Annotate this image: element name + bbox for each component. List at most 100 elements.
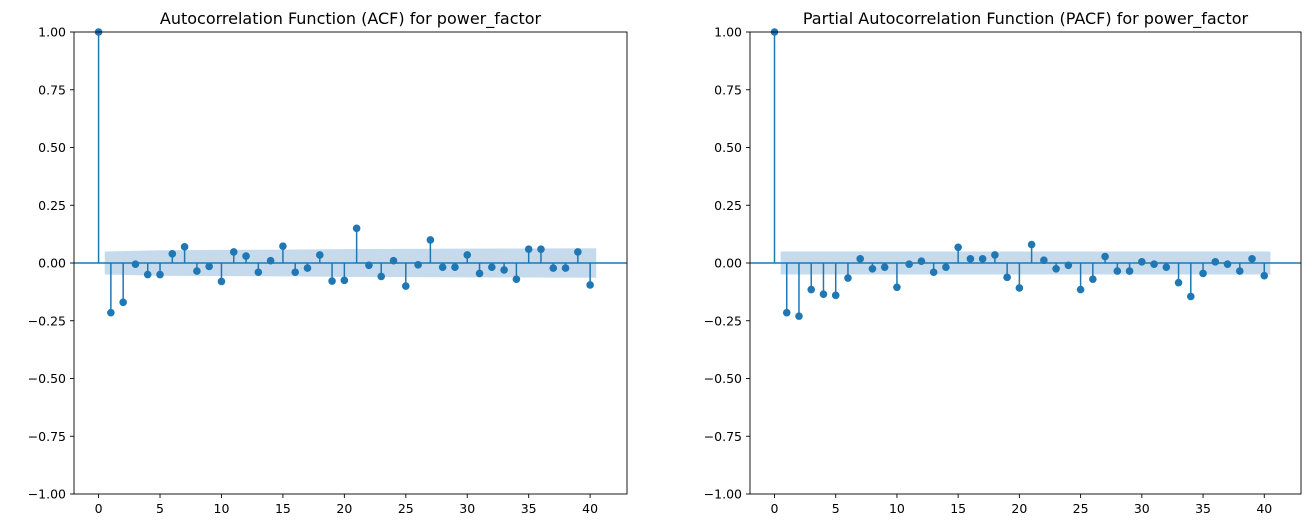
acf-xtick-label: 40 bbox=[582, 501, 598, 516]
pacf-point-lag-9 bbox=[880, 263, 889, 271]
acf-point-lag-9 bbox=[205, 262, 213, 271]
acf-point-lag-20 bbox=[340, 276, 349, 285]
pacf-point-lag-31 bbox=[1150, 260, 1158, 268]
acf-point-lag-10 bbox=[217, 277, 226, 286]
acf-point-lag-39 bbox=[574, 248, 582, 256]
acf-point-lag-11 bbox=[229, 248, 238, 256]
pacf-point-lag-39 bbox=[1248, 255, 1256, 263]
pacf-point-lag-18 bbox=[991, 251, 999, 259]
acf-xtick-label: 35 bbox=[521, 501, 537, 516]
acf-point-lag-12 bbox=[242, 252, 250, 260]
acf-ytick-label: −0.50 bbox=[28, 371, 66, 386]
acf-xtick-label: 25 bbox=[398, 501, 414, 516]
pacf-ytick-label: −0.75 bbox=[704, 429, 742, 444]
pacf-point-lag-24 bbox=[1064, 261, 1073, 270]
acf-point-lag-8 bbox=[193, 267, 201, 275]
pacf-ytick-label: 0.00 bbox=[714, 256, 742, 271]
pacf-point-lag-19 bbox=[1003, 273, 1011, 282]
acf-point-lag-14 bbox=[266, 256, 275, 265]
acf-point-lag-13 bbox=[254, 268, 263, 277]
pacf-point-lag-6 bbox=[844, 274, 852, 282]
pacf-point-lag-33 bbox=[1174, 278, 1183, 287]
pacf-point-lag-5 bbox=[831, 291, 840, 300]
acf-title: Autocorrelation Function (ACF) for power… bbox=[160, 9, 542, 29]
acf-xtick-label: 5 bbox=[156, 501, 164, 516]
pacf-point-lag-29 bbox=[1125, 267, 1134, 275]
pacf-point-lag-1 bbox=[782, 308, 791, 317]
pacf-ytick-label: 0.75 bbox=[714, 82, 742, 97]
acf-point-lag-29 bbox=[451, 263, 459, 271]
acf-point-lag-31 bbox=[475, 269, 484, 278]
pacf-panel: Partial Autocorrelation Function (PACF) … bbox=[704, 9, 1302, 516]
pacf-point-lag-2 bbox=[795, 312, 803, 320]
pacf-ytick-label: 0.50 bbox=[714, 140, 742, 155]
pacf-ytick-label: 1.00 bbox=[714, 25, 742, 40]
pacf-point-lag-8 bbox=[868, 264, 877, 273]
acf-point-lag-33 bbox=[500, 266, 508, 274]
acf-point-lag-25 bbox=[402, 282, 410, 290]
pacf-point-lag-17 bbox=[978, 255, 987, 263]
acf-point-lag-21 bbox=[352, 224, 361, 233]
acf-point-lag-4 bbox=[143, 270, 152, 279]
pacf-ytick-label: −0.50 bbox=[704, 371, 742, 386]
pacf-point-lag-3 bbox=[807, 285, 816, 294]
acf-point-lag-2 bbox=[119, 298, 127, 307]
pacf-point-lag-14 bbox=[942, 263, 950, 271]
pacf-ytick-label: −1.00 bbox=[704, 487, 742, 502]
pacf-point-lag-7 bbox=[856, 255, 864, 263]
acf-point-lag-22 bbox=[365, 261, 373, 270]
acf-point-lag-30 bbox=[463, 251, 472, 259]
pacf-xtick-label: 10 bbox=[889, 501, 905, 516]
acf-xtick-label: 10 bbox=[214, 501, 230, 516]
pacf-xtick-label: 30 bbox=[1134, 501, 1150, 516]
pacf-xtick-label: 0 bbox=[771, 501, 779, 516]
acf-xtick-label: 20 bbox=[336, 501, 352, 516]
pacf-point-lag-40 bbox=[1260, 271, 1269, 280]
pacf-point-lag-28 bbox=[1113, 267, 1122, 275]
pacf-point-lag-15 bbox=[954, 243, 962, 252]
acf-point-lag-28 bbox=[438, 263, 447, 271]
pacf-point-lag-4 bbox=[819, 290, 828, 298]
acf-point-lag-35 bbox=[524, 245, 533, 253]
acf-ytick-label: 0.25 bbox=[38, 198, 66, 213]
pacf-point-lag-38 bbox=[1235, 267, 1244, 275]
acf-panel: Autocorrelation Function (ACF) for power… bbox=[28, 9, 628, 516]
acf-point-lag-6 bbox=[168, 249, 177, 258]
acf-point-lag-18 bbox=[315, 251, 324, 259]
acf-ytick-label: −1.00 bbox=[28, 487, 66, 502]
acf-point-lag-15 bbox=[279, 242, 287, 250]
acf-point-lag-16 bbox=[291, 268, 300, 277]
acf-point-lag-27 bbox=[426, 236, 435, 244]
pacf-point-lag-22 bbox=[1040, 256, 1048, 265]
acf-ytick-label: 1.00 bbox=[38, 25, 66, 40]
acf-point-lag-34 bbox=[512, 275, 521, 283]
pacf-xtick-label: 5 bbox=[832, 501, 840, 516]
pacf-point-lag-34 bbox=[1187, 292, 1195, 301]
acf-point-lag-7 bbox=[180, 243, 189, 251]
pacf-point-lag-26 bbox=[1089, 275, 1097, 283]
pacf-point-lag-23 bbox=[1052, 264, 1060, 273]
acf-point-lag-5 bbox=[156, 270, 164, 279]
pacf-xtick-label: 40 bbox=[1256, 501, 1272, 516]
acf-point-lag-26 bbox=[414, 261, 422, 269]
pacf-point-lag-16 bbox=[966, 255, 975, 263]
acf-point-lag-37 bbox=[549, 264, 558, 272]
pacf-xtick-label: 35 bbox=[1195, 501, 1211, 516]
acf-point-lag-36 bbox=[537, 245, 545, 253]
acf-ytick-label: 0.00 bbox=[38, 256, 66, 271]
pacf-point-lag-10 bbox=[893, 283, 901, 292]
acf-point-lag-40 bbox=[586, 281, 594, 289]
pacf-point-lag-13 bbox=[929, 268, 938, 277]
pacf-point-lag-36 bbox=[1211, 258, 1220, 266]
pacf-point-lag-27 bbox=[1101, 252, 1109, 261]
acf-point-lag-23 bbox=[377, 272, 386, 281]
acf-ytick-label: 0.75 bbox=[38, 82, 66, 97]
acf-point-lag-24 bbox=[389, 256, 398, 265]
pacf-ytick-label: −0.25 bbox=[704, 313, 742, 328]
acf-ytick-label: 0.50 bbox=[38, 140, 66, 155]
pacf-point-lag-12 bbox=[917, 257, 926, 265]
pacf-point-lag-21 bbox=[1027, 240, 1036, 249]
acf-point-lag-3 bbox=[131, 260, 140, 268]
